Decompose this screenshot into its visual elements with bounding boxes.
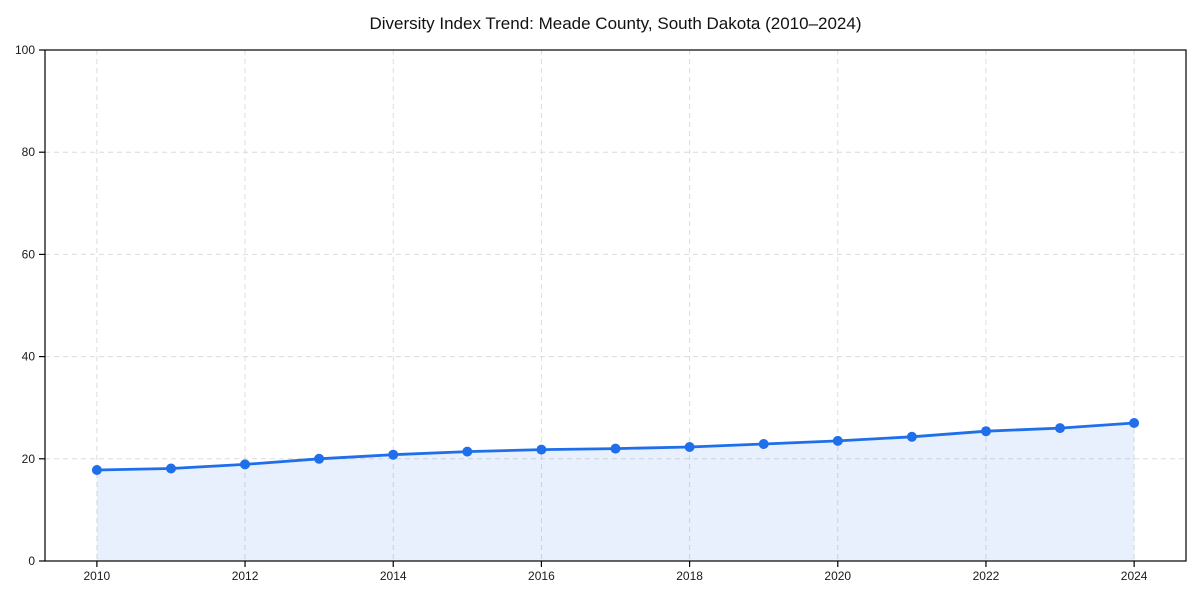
x-tick-label-2010: 2010 xyxy=(84,569,111,583)
data-point-2013 xyxy=(314,453,325,464)
data-point-2015 xyxy=(462,446,473,457)
x-tick-label-2016: 2016 xyxy=(528,569,555,583)
data-point-2023 xyxy=(1055,423,1065,434)
axis-layer: 0 20 40 60 80 100 2010 2012 2014 2016 2018 2020 2022… xyxy=(15,43,1187,583)
x-tick-label-2018: 2018 xyxy=(676,569,703,583)
y-tick-label-0: 0 xyxy=(28,554,35,568)
x-tick-label-2014: 2014 xyxy=(380,569,407,583)
data-point-2021 xyxy=(906,431,917,442)
x-tick-label-2022: 2022 xyxy=(973,569,1000,583)
data-point-2011 xyxy=(166,463,176,474)
data-point-2014 xyxy=(388,449,399,460)
y-tick-label-60: 60 xyxy=(22,247,36,261)
x-tick-label-2012: 2012 xyxy=(232,569,259,583)
data-point-2010 xyxy=(91,465,102,475)
grid-layer xyxy=(45,49,1186,562)
x-tick-label-2024: 2024 xyxy=(1121,569,1148,583)
data-point-2020 xyxy=(832,435,843,446)
data-point-2018 xyxy=(684,442,695,452)
data-point-2022 xyxy=(981,426,991,437)
chart-title: Diversity Index Trend: Meade County, Sou… xyxy=(369,14,861,33)
y-tick-label-80: 80 xyxy=(22,145,36,159)
data-point-2017 xyxy=(610,443,621,454)
data-point-2016 xyxy=(536,444,547,455)
x-tick-label-2020: 2020 xyxy=(824,569,851,583)
plot-border xyxy=(44,49,1187,562)
y-tick-label-20: 20 xyxy=(22,452,36,466)
y-tick-label-100: 100 xyxy=(15,43,35,57)
y-tick-label-40: 40 xyxy=(22,350,36,364)
data-point-2019 xyxy=(758,439,769,449)
data-point-2024 xyxy=(1129,418,1140,428)
data-point-2012 xyxy=(240,459,250,470)
series-layer xyxy=(91,418,1140,561)
